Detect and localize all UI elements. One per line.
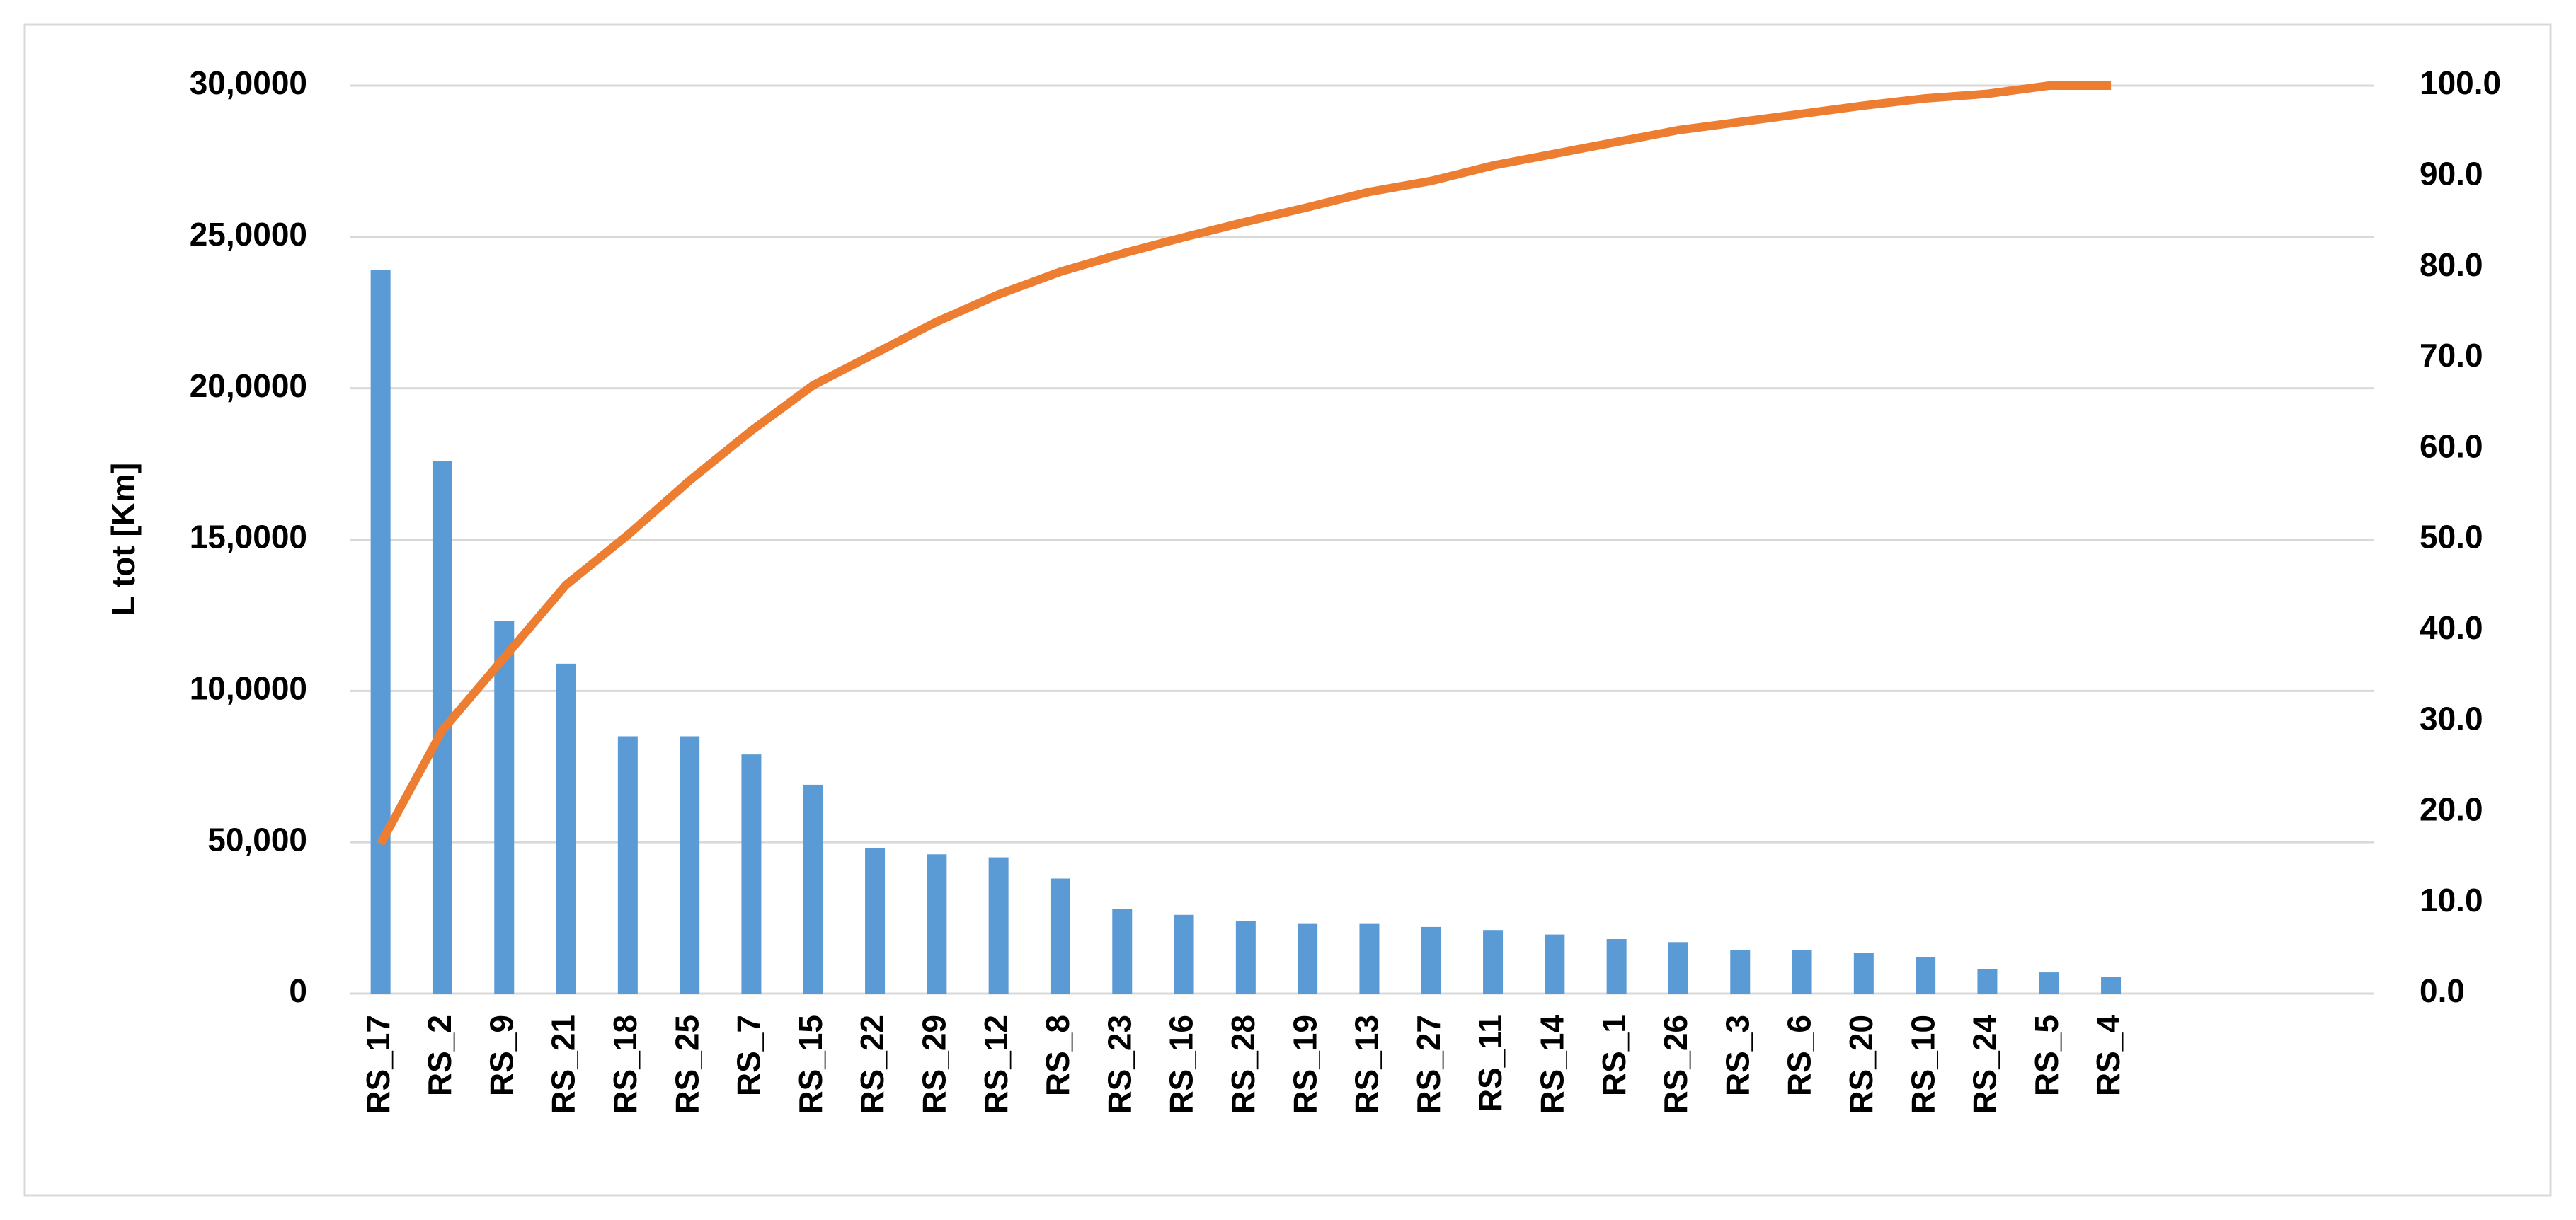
y2-tick-label: 60.0 (2420, 427, 2483, 464)
x-tick-label: RS_18 (607, 1015, 643, 1115)
bar (1853, 953, 1874, 994)
bar (1483, 930, 1504, 994)
y2-tick-label: 20.0 (2420, 791, 2483, 828)
x-tick-label: RS_7 (731, 1015, 767, 1096)
x-tick-label: RS_28 (1225, 1015, 1261, 1115)
y2-tick-label: 100.0 (2420, 64, 2501, 101)
bar (1730, 949, 1751, 994)
x-tick-label: RS_4 (2090, 1015, 2126, 1096)
x-tick-label: RS_5 (2028, 1015, 2065, 1096)
x-tick-label: RS_14 (1534, 1015, 1571, 1115)
x-tick-label: RS_24 (1967, 1015, 2003, 1115)
y-tick-label: 30,0000 (190, 64, 307, 101)
x-tick-label: RS_11 (1472, 1015, 1509, 1112)
bar (2039, 972, 2059, 994)
x-tick-label: RS_23 (1101, 1015, 1138, 1115)
y-tick-label: 25,0000 (190, 216, 307, 253)
bar (2101, 977, 2122, 994)
bar (1606, 939, 1627, 994)
bar (494, 621, 515, 994)
y2-tick-label: 0.0 (2420, 972, 2465, 1009)
bar (865, 848, 886, 994)
bar (988, 857, 1009, 994)
x-tick-label: RS_17 (360, 1015, 396, 1115)
y2-tick-label: 30.0 (2420, 700, 2483, 737)
bar (803, 784, 823, 994)
y-tick-label: 10,0000 (190, 669, 307, 706)
x-tick-label: RS_27 (1410, 1015, 1447, 1115)
x-tick-label: RS_16 (1163, 1015, 1200, 1115)
x-tick-label: RS_21 (545, 1015, 582, 1115)
bar (1359, 923, 1380, 994)
y2-tick-label: 10.0 (2420, 882, 2483, 919)
y-tick-label: 50,000 (207, 821, 307, 858)
y-tick-label: 15,0000 (190, 519, 307, 556)
bar (1235, 921, 1256, 994)
x-tick-label: RS_1 (1596, 1015, 1632, 1096)
y2-tick-label: 40.0 (2420, 609, 2483, 646)
x-tick-label: RS_6 (1781, 1015, 1818, 1096)
y-axis-title: L tot [Km] (105, 463, 142, 616)
bar (1916, 957, 1936, 994)
x-tick-label: RS_13 (1349, 1015, 1385, 1115)
bar (741, 754, 762, 994)
x-tick-label: RS_3 (1719, 1015, 1756, 1096)
x-tick-label: RS_9 (483, 1015, 520, 1096)
bar (1050, 878, 1070, 994)
x-tick-label: RS_15 (792, 1015, 829, 1115)
x-tick-label: RS_19 (1286, 1015, 1323, 1115)
line (377, 81, 2112, 846)
x-tick-label: RS_2 (421, 1015, 458, 1096)
y2-tick-label: 70.0 (2420, 337, 2483, 374)
y-tick-label: 0 (289, 972, 307, 1009)
x-tick-label: RS_26 (1657, 1015, 1694, 1115)
bar (1977, 969, 1998, 994)
x-tick-label: RS_12 (978, 1015, 1014, 1115)
bar (680, 736, 700, 994)
x-tick-label: RS_25 (668, 1015, 705, 1115)
y2-tick-label: 80.0 (2420, 246, 2483, 283)
bar (1112, 909, 1133, 994)
y-tick-label: 20,0000 (190, 367, 307, 404)
y2-tick-label: 90.0 (2420, 155, 2483, 192)
bar (1174, 914, 1194, 994)
bar (1792, 949, 1812, 994)
x-tick-label: RS_20 (1843, 1015, 1879, 1115)
bar (1545, 934, 1565, 994)
x-tick-label: RS_29 (916, 1015, 953, 1115)
x-tick-label: RS_10 (1904, 1015, 1941, 1115)
y2-tick-label: 50.0 (2420, 519, 2483, 556)
bar (1298, 923, 1318, 994)
bar (617, 736, 638, 994)
x-tick-label: RS_8 (1039, 1015, 1076, 1096)
bar (927, 854, 947, 994)
x-tick-label: RS_22 (854, 1015, 891, 1115)
bar (370, 270, 391, 994)
bar (1668, 942, 1688, 994)
bar (556, 663, 576, 994)
bar (1421, 926, 1441, 994)
